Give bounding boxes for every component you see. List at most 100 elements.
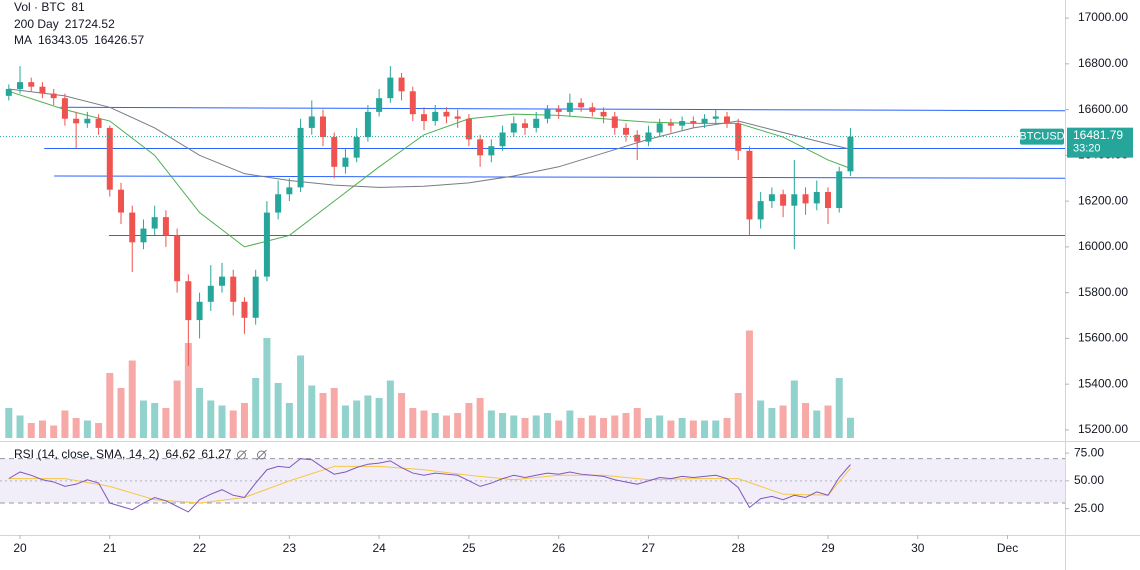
volume-bar [61,410,69,438]
candle-body [387,77,394,99]
rsi-y-tick-label: 25.00 [1074,501,1104,515]
volume-bar [38,420,46,438]
volume-bar [117,388,125,438]
volume-bar [813,410,821,438]
study-legend-value: 21724.52 [65,17,115,31]
x-tick-label: 27 [642,541,656,555]
volume-bar [846,417,854,438]
volume-bar [151,403,159,438]
trendline [60,106,1066,112]
volume-bar [207,400,215,438]
trendline [54,175,1066,179]
rsi-y-tick-label: 50.00 [1074,473,1104,487]
moving-average [8,90,851,248]
volume-bar [353,400,361,438]
candle-body [28,82,35,87]
y-tick-label: 15200.00 [1078,422,1128,436]
volume-bar [577,418,585,438]
candle-body [544,109,551,119]
volume-bar [465,403,473,438]
candle-body [84,118,91,124]
candle-body [207,285,214,302]
volume-bar [386,380,394,438]
x-tick-label: 25 [462,541,476,555]
candle-body [679,121,686,126]
x-tick-label: Dec [997,541,1018,555]
volume-bar [689,420,697,438]
volume-bar [532,415,540,438]
candle-body [533,118,540,128]
x-tick-label: 20 [13,541,27,555]
hidden-icon-slash [256,449,267,461]
x-tick-label: 22 [193,541,207,555]
candle-body [196,301,203,321]
volume-bar [252,378,260,438]
x-tick-label: 26 [552,541,566,555]
candle-body [106,127,113,190]
candle-body [746,150,753,220]
y-tick-label: 15600.00 [1078,331,1128,345]
ma-legend-name: MA [14,33,32,47]
rsi-legend-value: 61.27 [201,447,231,461]
candle-body [95,118,102,128]
volume-bar [308,385,316,438]
candle-body [129,212,136,243]
volume-bar [218,405,226,438]
x-tick-label: 30 [911,541,925,555]
candle-body [263,212,270,277]
candle-body [723,116,730,124]
volume-bar [285,403,293,438]
volume-bar [72,418,80,438]
candle-body [118,189,125,213]
rsi-y-tick-label: 75.00 [1074,445,1104,459]
volume-bar [364,395,372,438]
candle-body [297,127,304,188]
volume-bar [633,408,641,438]
candle-body [499,132,506,147]
candle-body [5,89,12,96]
candle-body [17,82,24,90]
volume-bar [274,383,282,438]
volume-bar [566,410,574,438]
candle-body [611,116,618,128]
candle-body [331,137,338,167]
volume-bar [184,343,192,438]
candle-body [73,118,80,124]
volume-bar [768,408,776,438]
candle-body [151,217,158,229]
candle-body [174,235,181,282]
candle-body [320,116,327,138]
x-tick-label: 24 [372,541,386,555]
volume-bar [341,405,349,438]
candle-body [780,194,787,206]
volume-bar [375,398,383,438]
volume-bar [543,413,551,438]
candle-body [656,123,663,133]
candle-body [421,114,428,122]
candle-body [847,136,854,172]
volume-bar [723,418,731,438]
volume-bar [611,415,619,438]
volume-bar [409,408,417,438]
candle-body [791,194,798,206]
volume-bar [263,338,271,438]
y-tick-label: 16000.00 [1078,239,1128,253]
countdown-label: 33:20 [1073,143,1101,155]
volume-bar [139,400,147,438]
y-tick-label: 16200.00 [1078,193,1128,207]
candle-body [712,116,719,119]
rsi-legend-value: 64.62 [165,447,195,461]
hidden-icon-slash [236,449,247,461]
volume-bar [431,413,439,438]
volume-bar [745,330,753,438]
ma-legend-value: 16426.57 [94,33,144,47]
candle-body [566,102,573,112]
hidden-icon [256,450,266,460]
candle-body [398,77,405,92]
candle-body [39,86,46,94]
rsi-line [8,458,851,513]
volume-bar [622,413,630,438]
x-tick-label: 21 [103,541,117,555]
volume-legend-value: 81 [71,0,85,14]
